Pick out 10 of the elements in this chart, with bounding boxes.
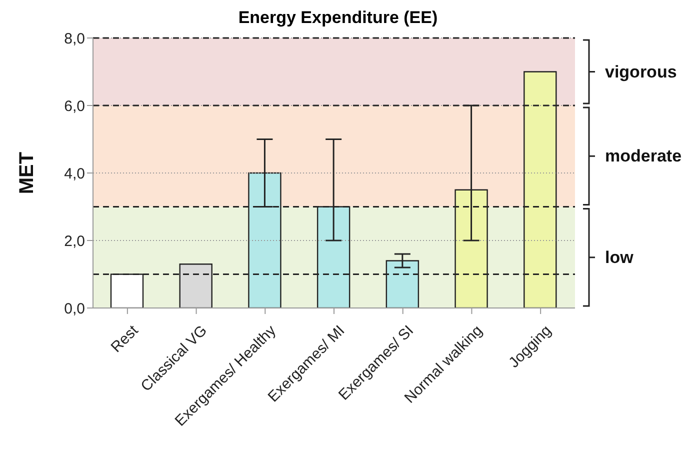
band-label: low [605,248,634,267]
chart-title: Energy Expenditure (EE) [237,8,439,28]
band-label: moderate [605,146,682,166]
y-tick-label: 0,0 [64,300,85,318]
y-axis-title: MET [16,152,38,194]
band-label: vigorous [605,62,677,82]
y-tick-label: 2,0 [64,232,85,250]
y-tick-label: 6,0 [64,98,85,115]
y-tick-label: 8,0 [64,30,85,48]
y-tick-label: 4,0 [64,165,85,182]
